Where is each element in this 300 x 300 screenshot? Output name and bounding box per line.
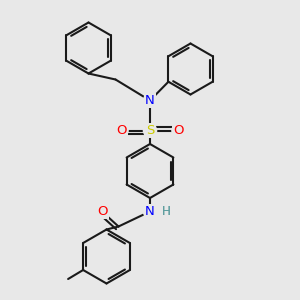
Text: S: S [146,124,154,137]
Text: S: S [146,124,154,137]
Text: H: H [162,205,171,218]
Text: O: O [173,124,184,137]
Circle shape [115,124,128,137]
Text: O: O [97,205,107,218]
Text: N: N [145,205,155,218]
Text: N: N [145,94,155,107]
Text: O: O [173,124,184,137]
Text: N: N [145,205,155,218]
Text: O: O [97,205,107,218]
Circle shape [172,124,185,137]
Circle shape [95,205,109,218]
Text: H: H [162,205,171,218]
Circle shape [143,205,157,218]
Text: N: N [145,94,155,107]
Text: O: O [116,124,127,137]
Circle shape [143,124,157,137]
Circle shape [143,94,157,107]
Text: O: O [116,124,127,137]
